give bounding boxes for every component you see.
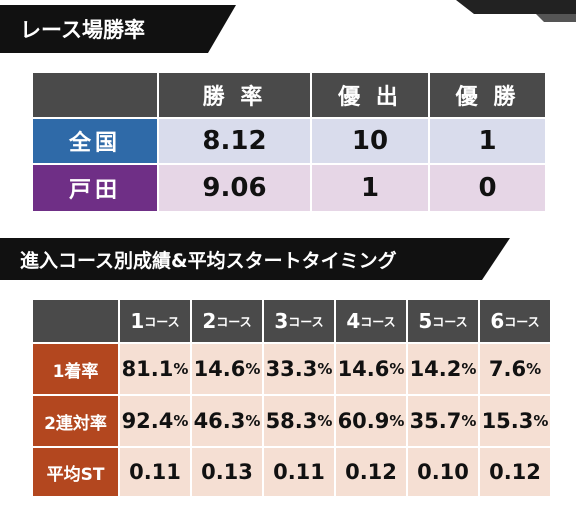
course-number: 5 — [418, 309, 433, 333]
course-suffix: コース — [216, 314, 252, 329]
decorative-stripe-small — [536, 14, 576, 22]
course-number: 6 — [490, 309, 505, 333]
stat-value-cell: 0.12 — [336, 448, 406, 496]
header-wins: 優 勝 — [430, 73, 545, 117]
row-label-toda: 戸田 — [33, 165, 157, 211]
header-win-rate: 勝 率 — [159, 73, 310, 117]
stat-value-cell: 0.13 — [192, 448, 262, 496]
course-header-3: 3 コース — [264, 300, 334, 342]
stat-value-cell: 58.3% — [264, 396, 334, 446]
toda-wins: 0 — [430, 165, 545, 211]
course-header-5: 5 コース — [408, 300, 478, 342]
course-header-2: 2 コース — [192, 300, 262, 342]
stat-row-label: 平均ST — [33, 448, 118, 496]
course-number: 4 — [346, 309, 361, 333]
toda-win-rate: 9.06 — [159, 165, 310, 211]
section-title-text: レース場勝率 — [20, 18, 145, 42]
decorative-stripe — [456, 0, 576, 14]
stat-value-cell: 14.2% — [408, 344, 478, 394]
stat-value-cell: 81.1% — [120, 344, 190, 394]
course-number: 2 — [202, 309, 217, 333]
national-finals: 10 — [312, 119, 428, 163]
table-corner-cell — [33, 73, 157, 117]
course-suffix: コース — [432, 314, 468, 329]
section-title-venue-win-rate: レース場勝率 — [0, 5, 236, 53]
stat-value-cell: 35.7% — [408, 396, 478, 446]
stat-row-label: 2連対率 — [33, 396, 118, 446]
toda-finals: 1 — [312, 165, 428, 211]
course-number: 1 — [130, 309, 145, 333]
national-win-rate: 8.12 — [159, 119, 310, 163]
course-suffix: コース — [504, 314, 540, 329]
stat-value-cell: 14.6% — [336, 344, 406, 394]
stat-value-cell: 0.12 — [480, 448, 550, 496]
stat-value-cell: 46.3% — [192, 396, 262, 446]
row-label-national: 全国 — [33, 119, 157, 163]
course-header-1: 1 コース — [120, 300, 190, 342]
course-number: 3 — [274, 309, 289, 333]
course-header-4: 4 コース — [336, 300, 406, 342]
course-header-6: 6 コース — [480, 300, 550, 342]
stat-value-cell: 7.6% — [480, 344, 550, 394]
national-wins: 1 — [430, 119, 545, 163]
course-suffix: コース — [360, 314, 396, 329]
header-finals: 優 出 — [312, 73, 428, 117]
stat-value-cell: 33.3% — [264, 344, 334, 394]
stat-row-label: 1着率 — [33, 344, 118, 394]
stat-value-cell: 0.11 — [120, 448, 190, 496]
section-title-course-stats: 進入コース別成績&平均スタートタイミング — [0, 238, 510, 280]
stat-value-cell: 0.10 — [408, 448, 478, 496]
section-title-text: 進入コース別成績&平均スタートタイミング — [20, 249, 397, 272]
table-corner-cell — [33, 300, 118, 342]
stat-value-cell: 92.4% — [120, 396, 190, 446]
course-suffix: コース — [288, 314, 324, 329]
stat-value-cell: 0.11 — [264, 448, 334, 496]
stat-value-cell: 60.9% — [336, 396, 406, 446]
stat-value-cell: 14.6% — [192, 344, 262, 394]
course-suffix: コース — [144, 314, 180, 329]
stat-value-cell: 15.3% — [480, 396, 550, 446]
